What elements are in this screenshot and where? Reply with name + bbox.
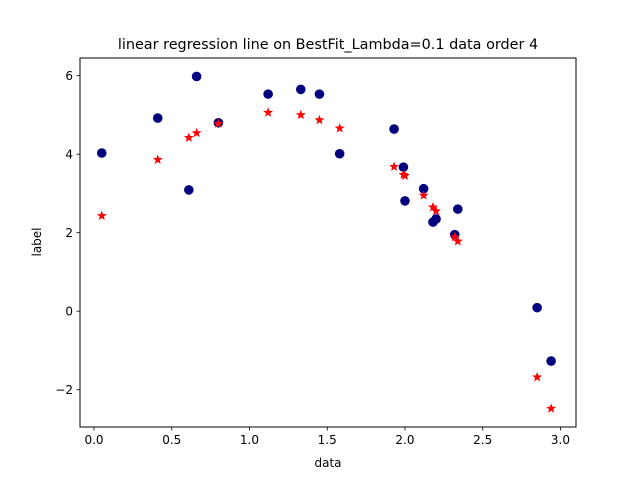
star-point: [213, 118, 224, 128]
star-point: [546, 403, 557, 413]
y-tick-label: 6: [65, 69, 73, 83]
circle-point: [532, 302, 542, 313]
circle-point: [453, 204, 463, 214]
chart-title: linear regression line on BestFit_Lambda…: [118, 37, 538, 53]
axes-frame: [79, 57, 577, 428]
x-tick-label: 2.0: [395, 433, 414, 447]
star-series: [96, 107, 557, 413]
circle-point: [418, 183, 429, 194]
y-tick-label: 2: [65, 226, 73, 240]
star-point: [400, 170, 410, 180]
circle-point: [334, 148, 345, 159]
circle-point: [431, 214, 441, 224]
star-point: [452, 236, 463, 246]
x-axis-label: data: [314, 456, 341, 470]
x-axis: 0.0 0.5 1.0 1.5 2.0 2.5 3.0: [84, 427, 570, 447]
star-point: [263, 107, 274, 117]
circle-point: [398, 162, 409, 172]
circle-point: [546, 356, 556, 366]
circle-point: [400, 196, 410, 206]
circle-point: [152, 113, 163, 123]
star-point: [314, 114, 325, 125]
star-point: [428, 201, 438, 212]
star-point: [295, 109, 306, 120]
x-tick-label: 1.0: [240, 433, 259, 447]
circle-point: [314, 89, 325, 99]
y-tick-label: 4: [65, 148, 73, 162]
plot-area: [96, 71, 557, 413]
star-point: [334, 123, 345, 133]
star-point: [96, 210, 107, 221]
x-tick-label: 3.0: [551, 433, 570, 447]
circle-series: [96, 71, 556, 366]
star-point: [183, 132, 194, 142]
x-tick-label: 1.5: [318, 433, 337, 447]
star-point: [431, 205, 442, 216]
circle-point: [295, 84, 306, 95]
star-point: [418, 190, 429, 200]
star-point: [449, 231, 460, 242]
circle-point: [184, 185, 194, 195]
circle-point: [263, 89, 273, 99]
y-axis-label: label: [30, 227, 44, 256]
star-point: [191, 127, 202, 138]
circle-point: [389, 124, 399, 134]
circle-point: [191, 71, 202, 82]
y-tick-label: 0: [65, 305, 73, 319]
x-tick-label: 2.5: [473, 433, 492, 447]
x-tick-label: 0.5: [162, 433, 181, 447]
star-point: [532, 371, 543, 382]
x-tick-label: 0.0: [84, 433, 103, 447]
y-tick-label: −2: [55, 383, 73, 397]
star-point: [389, 161, 400, 171]
circle-point: [96, 148, 107, 158]
y-axis: −2 0 2 4 6: [55, 69, 80, 397]
star-point: [152, 154, 163, 164]
